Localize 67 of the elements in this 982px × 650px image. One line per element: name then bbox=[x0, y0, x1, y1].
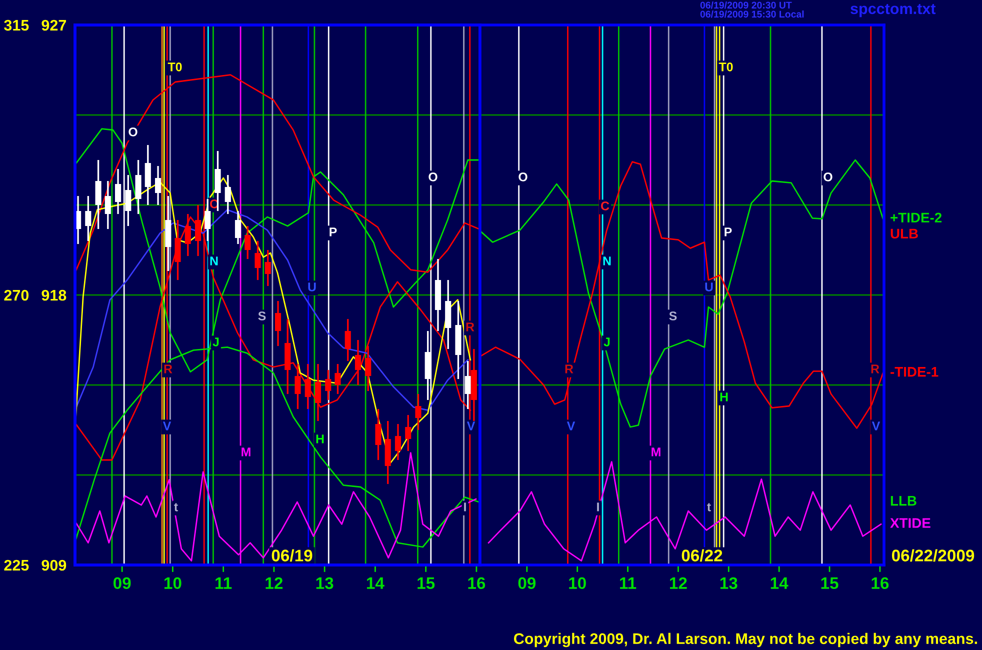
annotation: t bbox=[174, 503, 178, 512]
series-label: -TIDE-1 bbox=[890, 367, 938, 377]
y2-tick-label: 927 bbox=[42, 20, 66, 31]
y2-tick-label: 909 bbox=[42, 560, 66, 571]
x-tick-label: 13 bbox=[316, 577, 334, 590]
annotation: R bbox=[871, 364, 880, 374]
annotation: J bbox=[212, 338, 219, 346]
annotation: V bbox=[566, 422, 576, 430]
annotation: M bbox=[242, 448, 250, 456]
x-tick-label: 11 bbox=[216, 577, 232, 589]
x-tick-label: 12 bbox=[670, 577, 687, 589]
annotation: N bbox=[210, 256, 218, 266]
x-tick-label: 14 bbox=[770, 577, 788, 589]
annotation: C bbox=[601, 202, 610, 210]
annotation: H bbox=[316, 434, 324, 444]
annotation: O bbox=[824, 172, 832, 182]
annotation: U bbox=[308, 282, 316, 292]
annotation: V bbox=[162, 422, 172, 430]
text: spcctom.txt bbox=[850, 4, 936, 18]
annotation: P bbox=[330, 228, 337, 236]
text: 06/19/2009 15:30 Local bbox=[700, 10, 804, 18]
annotation: O bbox=[128, 128, 138, 136]
annotation: O bbox=[518, 172, 528, 182]
x-tick-label: 15 bbox=[418, 577, 435, 590]
annotation: M bbox=[652, 448, 660, 456]
annotation: P bbox=[724, 228, 732, 236]
annotation: R bbox=[164, 364, 172, 374]
x-tick-label: 10 bbox=[164, 577, 182, 590]
x-tick-label: 13 bbox=[720, 577, 738, 590]
x-tick-label: 12 bbox=[266, 577, 283, 589]
x-tick-label: 16 bbox=[872, 577, 889, 590]
annotation: U bbox=[705, 282, 713, 292]
x-tick-label: 09 bbox=[518, 577, 536, 590]
x-tick-label: 10 bbox=[569, 577, 586, 590]
annotation: S bbox=[258, 312, 266, 320]
annotation: V bbox=[466, 422, 476, 430]
annotation: I bbox=[597, 502, 599, 512]
annotation: 06/22 bbox=[682, 549, 722, 562]
text: ULB bbox=[890, 228, 918, 239]
x-tick-label: 15 bbox=[821, 577, 838, 590]
annotation: V bbox=[872, 422, 880, 430]
text: 06/22/2009 bbox=[892, 549, 974, 562]
series-label: XTIDE bbox=[890, 518, 930, 528]
annotation: R bbox=[565, 364, 574, 374]
annotation: T0 bbox=[168, 62, 182, 72]
annotation: N bbox=[603, 256, 611, 266]
text: LLB bbox=[890, 496, 916, 506]
annotation: I bbox=[464, 502, 466, 512]
y-tick-label: 315 bbox=[4, 20, 29, 31]
annotation: J bbox=[604, 338, 610, 346]
annotation: S bbox=[669, 312, 677, 320]
y-tick-label: 270 bbox=[4, 290, 29, 301]
annotation: H bbox=[720, 392, 728, 402]
annotation: t bbox=[707, 503, 711, 512]
x-tick-label: 09 bbox=[113, 577, 131, 590]
annotation: O bbox=[428, 172, 438, 182]
x-tick-label: 16 bbox=[468, 577, 486, 590]
y2-tick-label: 918 bbox=[42, 290, 66, 301]
y-tick-label: 225 bbox=[4, 560, 29, 571]
x-tick-label: 14 bbox=[366, 577, 384, 589]
text: 06/19/2009 20:30 UT bbox=[700, 1, 792, 9]
text: Copyright 2009, Dr. Al Larson. May not be copied by any means. bbox=[514, 632, 977, 648]
annotation: T0 bbox=[718, 62, 733, 72]
annotation: 06/19 bbox=[272, 549, 312, 562]
series-label: +TIDE-2 bbox=[890, 212, 942, 222]
annotation: R bbox=[466, 322, 474, 332]
x-tick-label: 11 bbox=[620, 577, 636, 589]
